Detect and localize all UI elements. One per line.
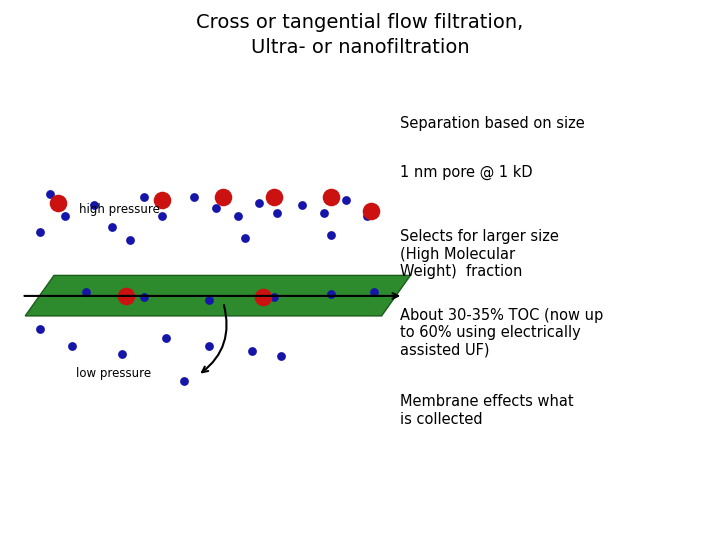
Point: [340, 195, 351, 204]
Point: [34, 228, 45, 237]
Text: Selects for larger size
(High Molecular
Weight)  fraction: Selects for larger size (High Molecular …: [400, 230, 559, 279]
Point: [210, 204, 222, 212]
Text: About 30-35% TOC (now up
to 60% using electrically
assisted UF): About 30-35% TOC (now up to 60% using el…: [400, 308, 603, 357]
Text: Cross or tangential flow filtration,: Cross or tangential flow filtration,: [197, 14, 523, 32]
Point: [297, 201, 308, 210]
Point: [34, 325, 45, 334]
Point: [138, 193, 150, 201]
Point: [160, 333, 171, 342]
Point: [106, 222, 117, 231]
Point: [59, 212, 71, 220]
Point: [52, 198, 63, 207]
Point: [156, 212, 168, 220]
Polygon shape: [25, 275, 410, 316]
Point: [361, 212, 373, 220]
Point: [275, 352, 287, 361]
Point: [271, 209, 283, 218]
Point: [117, 349, 128, 358]
Point: [365, 206, 377, 215]
Point: [45, 190, 56, 199]
Point: [156, 195, 168, 204]
Point: [124, 236, 135, 245]
Point: [120, 292, 132, 300]
Point: [178, 376, 189, 385]
Text: high pressure: high pressure: [79, 203, 160, 216]
Point: [325, 231, 337, 239]
Text: low pressure: low pressure: [76, 367, 150, 380]
Point: [232, 212, 243, 220]
Point: [246, 347, 258, 355]
Point: [81, 287, 92, 296]
Point: [325, 193, 337, 201]
Point: [325, 290, 337, 299]
Point: [268, 293, 279, 301]
Point: [203, 341, 215, 350]
Point: [253, 198, 265, 207]
Point: [189, 193, 200, 201]
Point: [239, 233, 251, 242]
Text: Membrane effects what
is collected: Membrane effects what is collected: [400, 394, 573, 427]
Point: [88, 201, 99, 210]
Point: [66, 341, 78, 350]
Point: [203, 295, 215, 304]
Text: Ultra- or nanofiltration: Ultra- or nanofiltration: [251, 38, 469, 57]
Text: 1 nm pore @ 1 kD: 1 nm pore @ 1 kD: [400, 165, 532, 180]
Text: Separation based on size: Separation based on size: [400, 116, 585, 131]
Point: [257, 293, 269, 301]
Point: [138, 293, 150, 301]
Point: [268, 193, 279, 201]
Point: [369, 287, 380, 296]
Point: [318, 209, 330, 218]
Point: [217, 193, 229, 201]
